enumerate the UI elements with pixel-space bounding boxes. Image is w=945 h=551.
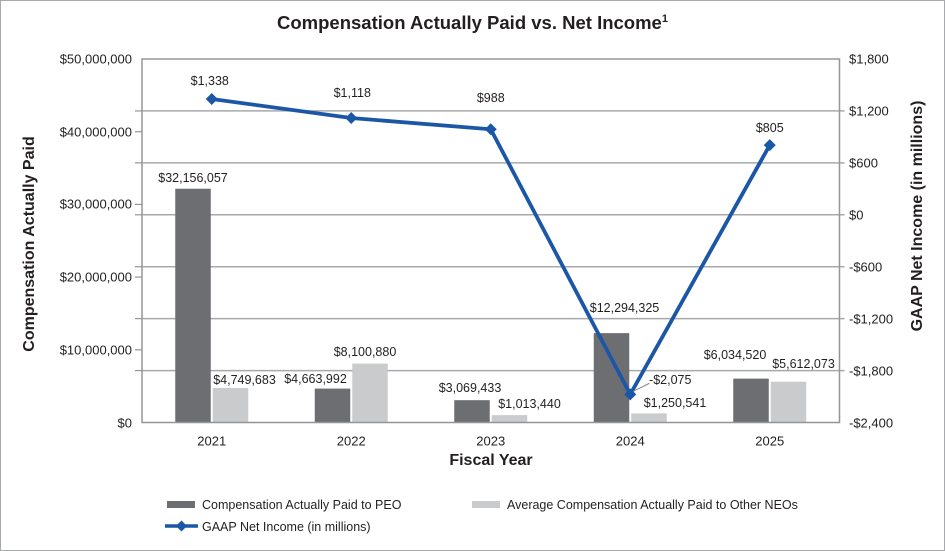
right-axis-tick-label: -$1,800 [849,363,894,379]
bar-data-label-neo: $5,612,073 [772,356,835,371]
bar-data-label-neo: $4,749,683 [213,372,276,387]
bar-data-label-peo: $4,663,992 [284,372,347,387]
x-category-label: 2025 [755,433,785,448]
right-axis-tick-label: $1,200 [849,103,889,119]
line-data-label: -$2,075 [649,373,692,388]
right-axis-tick-label: -$2,400 [849,415,894,430]
chart-title: Compensation Actually Paid vs. Net Incom… [1,12,944,34]
legend-line-marker [165,520,198,532]
x-category-label: 2024 [615,433,645,448]
left-axis-tick-label: $40,000,000 [59,124,132,140]
bar-neo-2025 [770,381,807,423]
right-axis-tick-label: $0 [849,207,864,223]
line-data-label: $1,118 [333,86,371,101]
left-axis-tick-label: $30,000,000 [59,196,132,212]
right-axis-tick-label: $600 [849,155,878,171]
line-marker-2023 [484,123,497,136]
bar-data-label-neo: $1,250,541 [643,396,707,411]
line-data-label: $1,338 [190,73,229,88]
bar-neo-2021 [212,387,249,423]
left-axis-tick-label: $20,000,000 [59,269,132,285]
legend-label-peo: Compensation Actually Paid to PEO [202,498,402,512]
line-marker-2022 [345,112,358,125]
x-category-label: 2023 [476,433,506,448]
bar-peo-2021 [175,188,211,423]
bar-peo-2024 [593,333,630,423]
bar-data-label-peo: $6,034,520 [703,347,767,362]
legend-label-net-income: GAAP Net Income (in millions) [202,520,371,534]
line-data-label: $988 [476,91,505,106]
bar-neo-2023 [491,415,528,423]
bar-neo-2024 [631,413,667,423]
line-marker-2025 [763,139,776,152]
callout-leader-line [633,382,650,392]
line-marker-2021 [205,92,218,105]
bar-data-label-peo: $32,156,057 [158,171,228,186]
left-axis-tick-label: $50,000,000 [59,51,132,67]
plot-border [141,58,841,424]
right-axis-tick-label: $1,800 [849,51,889,67]
x-category-label: 2022 [336,433,366,448]
line-data-label: $805 [755,120,784,135]
legend-swatch-peo [167,501,195,508]
legend-swatch-neos [472,501,500,508]
title-footnote-marker: 1 [661,12,668,25]
legend-diamond-icon [176,520,187,532]
chart-title-text: Compensation Actually Paid vs. Net Incom… [277,12,662,33]
net-income-line [211,97,772,399]
right-axis-tick-label: -$600 [849,259,883,275]
bar-data-label-neo: $1,013,440 [498,396,561,411]
bar-data-label-peo: $3,069,433 [438,381,502,396]
bar-neo-2022 [352,363,388,423]
right-axis-tick-label: -$1,200 [849,311,894,327]
x-category-label: 2021 [197,433,227,448]
bar-data-label-peo: $12,294,325 [589,301,660,316]
x-axis-title: Fiscal Year [449,452,533,469]
left-axis-tick-label: $0 [117,415,132,430]
legend-label-neos: Average Compensation Actually Paid to Ot… [507,498,798,512]
bar-peo-2023 [454,400,490,423]
bar-peo-2025 [733,378,769,423]
bar-peo-2022 [314,388,351,423]
left-axis-tick-label: $10,000,000 [59,342,132,358]
bar-data-label-neo: $8,100,880 [333,344,397,359]
